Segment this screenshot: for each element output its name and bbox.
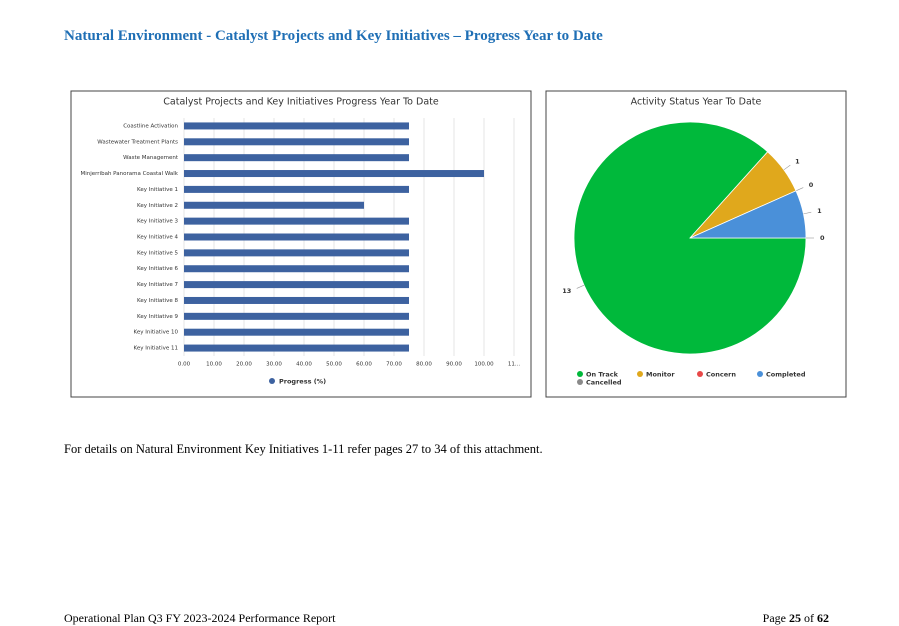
x-tick-label: 100.00 [474,362,494,368]
bar [184,249,409,257]
x-tick-label: 11... [508,362,520,368]
chart-title: Activity Status Year To Date [631,97,762,108]
label-leader [795,187,804,192]
data-label: 13 [562,287,571,295]
x-tick-label: 50.00 [326,362,342,368]
y-tick-label: Key Initiative 3 [137,219,178,225]
bar [184,296,409,304]
y-tick-label: Wastewater Treatment Plants [97,139,178,145]
legend-label: Progress (%) [279,378,326,386]
data-label: 1 [817,207,822,215]
page-number: 25 [789,611,801,625]
legend-label: Completed [766,371,806,379]
legend-label: Monitor [646,371,675,379]
bar [184,138,409,146]
body-text: For details on Natural Environment Key I… [64,442,543,456]
bar [184,344,409,352]
page-word: Page [762,611,786,625]
bar [184,154,409,162]
legend-marker [577,379,583,385]
x-tick-label: 40.00 [296,362,312,368]
y-tick-label: Key Initiative 4 [137,235,178,241]
legend-marker [577,371,583,377]
footer-report: Operational Plan Q3 FY 2023-2024 Perform… [64,611,336,625]
bar [184,217,409,225]
bar [184,233,409,241]
data-label: 1 [795,158,800,166]
bar [184,122,409,130]
legend-marker [269,378,275,384]
label-leader [576,284,585,289]
data-label: 0 [820,234,825,242]
y-tick-label: Key Initiative 10 [134,330,179,336]
bar [184,201,364,209]
data-label: 0 [809,181,814,189]
page-total: 62 [817,611,829,625]
y-tick-label: Minjerribah Panorama Coastal Walk [80,171,178,177]
y-tick-label: Key Initiative 5 [137,250,178,256]
page-title: Natural Environment - Catalyst Projects … [64,28,603,44]
y-tick-label: Key Initiative 6 [137,266,178,272]
y-tick-label: Key Initiative 7 [137,282,178,288]
bar [184,170,484,178]
y-tick-label: Key Initiative 11 [134,346,178,352]
x-tick-label: 80.00 [416,362,432,368]
legend-label: Concern [706,371,736,379]
y-tick-label: Coastline Activation [123,123,178,129]
footer-page: Page 25 of 62 [763,611,829,626]
y-tick-label: Waste Management [123,155,179,161]
legend-marker [757,371,763,377]
chart-title: Catalyst Projects and Key Initiatives Pr… [163,97,439,108]
x-tick-label: 90.00 [446,362,462,368]
legend-marker [697,371,703,377]
bar [184,265,409,273]
bar [184,185,409,193]
y-tick-label: Key Initiative 9 [137,314,178,320]
bar [184,312,409,320]
x-tick-label: 20.00 [236,362,252,368]
y-tick-label: Key Initiative 8 [137,298,178,304]
x-tick-label: 60.00 [356,362,372,368]
label-leader [803,211,812,215]
x-tick-label: 0.00 [178,362,191,368]
of-word: of [804,611,814,625]
x-tick-label: 10.00 [206,362,222,368]
x-tick-label: 30.00 [266,362,282,368]
bar [184,328,409,336]
y-tick-label: Key Initiative 2 [137,203,178,209]
label-leader [783,164,791,171]
legend-marker [637,371,643,377]
x-tick-label: 70.00 [386,362,402,368]
bar [184,281,409,289]
legend-label: On Track [586,371,619,379]
legend-label: Cancelled [586,379,622,387]
y-tick-label: Key Initiative 1 [137,187,178,193]
